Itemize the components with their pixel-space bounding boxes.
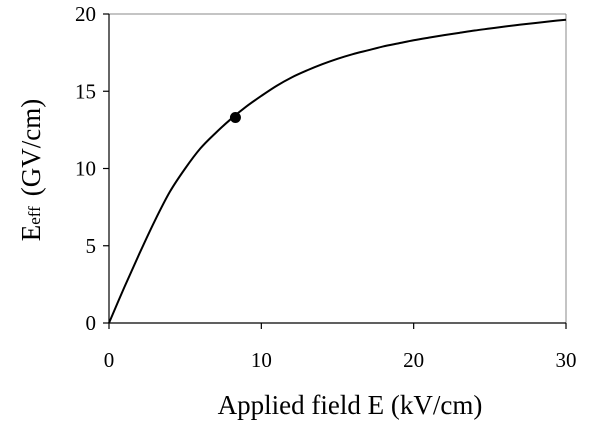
x-tick-label: 20 bbox=[403, 348, 424, 372]
x-axis: 0 10 20 30 bbox=[104, 323, 577, 372]
y-tick-label: 0 bbox=[86, 311, 97, 335]
x-axis-title: Applied field E (kV/cm) bbox=[218, 390, 483, 420]
x-tick-label: 0 bbox=[104, 348, 115, 372]
x-tick-label: 30 bbox=[556, 348, 577, 372]
plot-frame bbox=[108, 13, 567, 324]
data-point-marker bbox=[229, 112, 241, 124]
series-line bbox=[108, 18, 567, 324]
series-layer bbox=[108, 18, 567, 324]
marker-layer bbox=[229, 112, 241, 124]
y-tick-label: 10 bbox=[75, 157, 96, 181]
y-axis-title: Eeff (GV/cm) bbox=[16, 99, 46, 242]
y-tick-label: 15 bbox=[75, 79, 96, 103]
y-axis-title-main: E bbox=[16, 225, 46, 242]
x-tick-label: 10 bbox=[251, 348, 272, 372]
y-axis-title-unit: (GV/cm) bbox=[16, 99, 46, 196]
y-axis: 0 5 10 15 20 bbox=[75, 2, 109, 335]
y-tick-label: 20 bbox=[75, 2, 96, 26]
y-axis-title-sub: eff bbox=[25, 206, 44, 225]
y-tick-label: 5 bbox=[86, 234, 97, 258]
